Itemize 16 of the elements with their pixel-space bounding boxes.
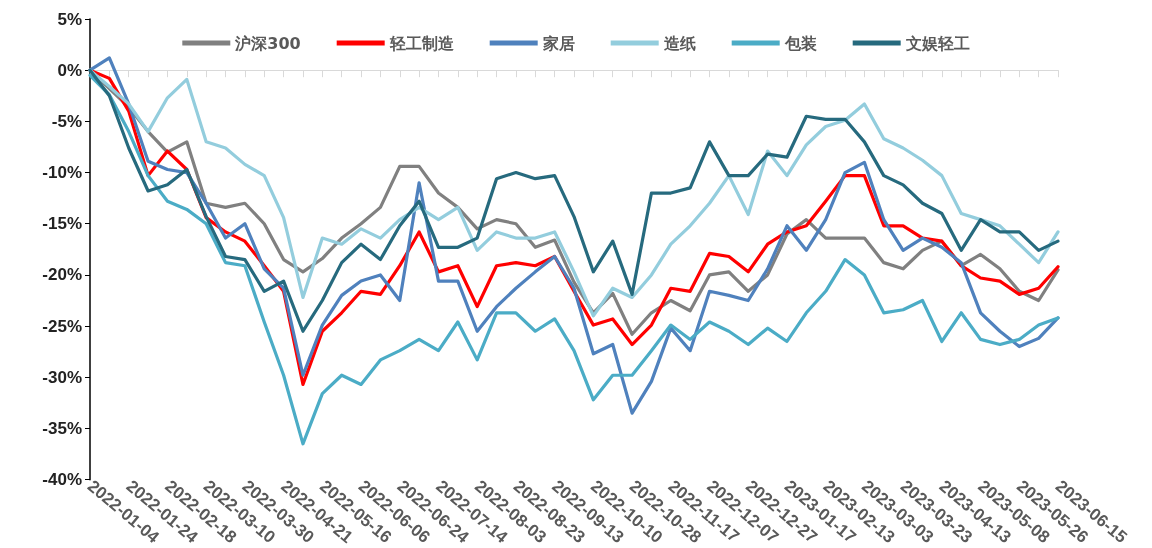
- y-tick-label: -10%: [42, 163, 82, 183]
- y-tick-label: -5%: [51, 111, 82, 131]
- legend-label: 文娱轻工: [904, 33, 970, 53]
- y-tick-label: -25%: [42, 316, 82, 336]
- y-tick-label: -15%: [42, 214, 82, 234]
- y-tick-label: 5%: [57, 9, 82, 29]
- legend-label: 家居: [541, 33, 575, 53]
- y-tick-label: -35%: [42, 418, 82, 438]
- y-tick-label: -20%: [42, 265, 82, 285]
- legend-label: 包装: [783, 33, 817, 53]
- legend-label: 轻工制造: [388, 33, 455, 53]
- legend-label: 沪深300: [234, 33, 301, 53]
- y-tick-label: 0%: [57, 60, 82, 80]
- y-tick-label: -40%: [42, 470, 82, 490]
- legend-label: 造纸: [663, 33, 696, 53]
- y-tick-label: -30%: [42, 367, 82, 387]
